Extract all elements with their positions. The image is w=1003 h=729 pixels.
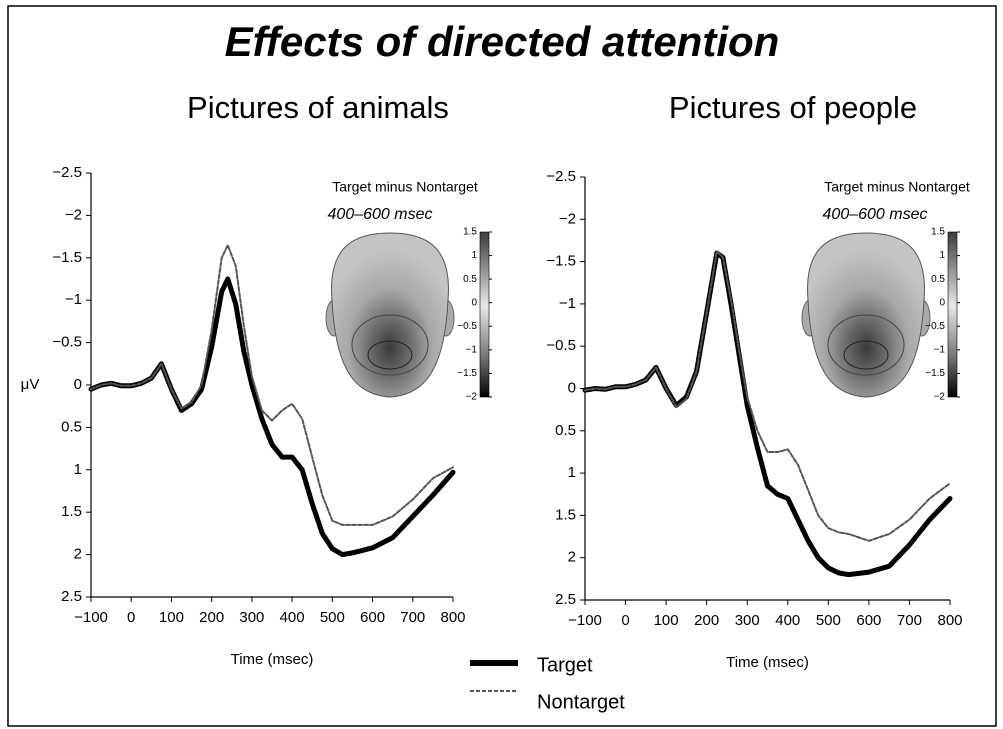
x-tick-label: 200 (199, 609, 224, 626)
y-tick-label: 0 (74, 376, 82, 393)
x-tick-label: 0 (621, 612, 629, 629)
x-tick-label: 500 (320, 609, 345, 626)
colorbar-tick-label: 0 (471, 297, 477, 308)
colorbar-tick-label: 0 (939, 297, 945, 308)
x-tick-label: 700 (400, 609, 425, 626)
x-tick-label: 0 (127, 609, 135, 626)
y-tick-label: 2 (568, 549, 576, 566)
x-tick-label: 800 (440, 609, 465, 626)
y-tick-label: −2.5 (546, 168, 576, 185)
y-tick-label: 1 (568, 464, 576, 481)
y-tick-label: 1.5 (61, 503, 82, 520)
y-tick-label: 0 (568, 379, 576, 396)
colorbar-tick-label: −2 (466, 392, 478, 403)
figure: Effects of directed attention Target Non… (0, 0, 1003, 729)
inset-subtitle: 400–600 msec (328, 206, 433, 223)
y-tick-label: −2.5 (52, 164, 82, 181)
x-tick-label: 300 (735, 612, 760, 629)
colorbar-tick-label: 1 (939, 250, 945, 261)
x-tick-label: 200 (694, 612, 719, 629)
x-tick-label: −100 (568, 612, 602, 629)
y-tick-label: −2 (559, 210, 576, 227)
y-tick-label: −2 (65, 206, 82, 223)
y-tick-label: −1 (65, 291, 82, 308)
colorbar-tick-label: 0.5 (463, 274, 477, 285)
y-tick-label: −1.5 (546, 253, 576, 270)
chart-title: Pictures of animals (187, 90, 449, 125)
x-tick-label: 100 (159, 609, 184, 626)
legend-label: Target (537, 654, 593, 676)
colorbar-tick-label: −0.5 (457, 321, 477, 332)
y-tick-label: 2.5 (555, 591, 576, 608)
y-tick-label: 1.5 (555, 506, 576, 523)
colorbar-tick-label: −2 (934, 392, 946, 403)
colorbar (948, 232, 957, 397)
x-tick-label: 100 (654, 612, 679, 629)
colorbar (480, 232, 489, 397)
colorbar-tick-label: 1.5 (931, 227, 945, 238)
x-tick-label: 600 (360, 609, 385, 626)
y-tick-label: −0.5 (52, 334, 82, 351)
x-axis-label: Time (msec) (231, 651, 314, 668)
x-tick-label: −100 (74, 609, 108, 626)
chart-title: Pictures of people (669, 90, 917, 125)
y-axis-label: μV (21, 376, 40, 393)
colorbar-tick-label: 0.5 (931, 274, 945, 285)
y-tick-label: 2 (74, 546, 82, 563)
x-tick-label: 800 (937, 612, 962, 629)
colorbar-tick-label: −1 (934, 344, 946, 355)
inset-title: Target minus Nontarget (824, 179, 970, 195)
x-tick-label: 400 (775, 612, 800, 629)
colorbar-tick-label: 1 (471, 250, 477, 261)
legend-label: Nontarget (537, 691, 625, 713)
colorbar-tick-label: −1.5 (925, 368, 945, 379)
x-tick-label: 400 (280, 609, 305, 626)
colorbar-tick-label: −0.5 (925, 321, 945, 332)
y-tick-label: 0.5 (555, 422, 576, 439)
x-axis-label: Time (msec) (726, 654, 809, 671)
colorbar-tick-label: −1 (466, 344, 478, 355)
x-tick-label: 700 (897, 612, 922, 629)
y-tick-label: −0.5 (546, 337, 576, 354)
x-tick-label: 600 (856, 612, 881, 629)
inset-title: Target minus Nontarget (332, 179, 478, 195)
colorbar-tick-label: 1.5 (463, 227, 477, 238)
x-tick-label: 500 (816, 612, 841, 629)
y-tick-label: −1 (559, 295, 576, 312)
colorbar-tick-label: −1.5 (457, 368, 477, 379)
x-tick-label: 300 (239, 609, 264, 626)
y-tick-label: 1 (74, 461, 82, 478)
y-tick-label: 2.5 (61, 588, 82, 605)
inset-subtitle: 400–600 msec (823, 206, 928, 223)
y-tick-label: −1.5 (52, 249, 82, 266)
y-tick-label: 0.5 (61, 418, 82, 435)
figure-title: Effects of directed attention (225, 18, 780, 65)
